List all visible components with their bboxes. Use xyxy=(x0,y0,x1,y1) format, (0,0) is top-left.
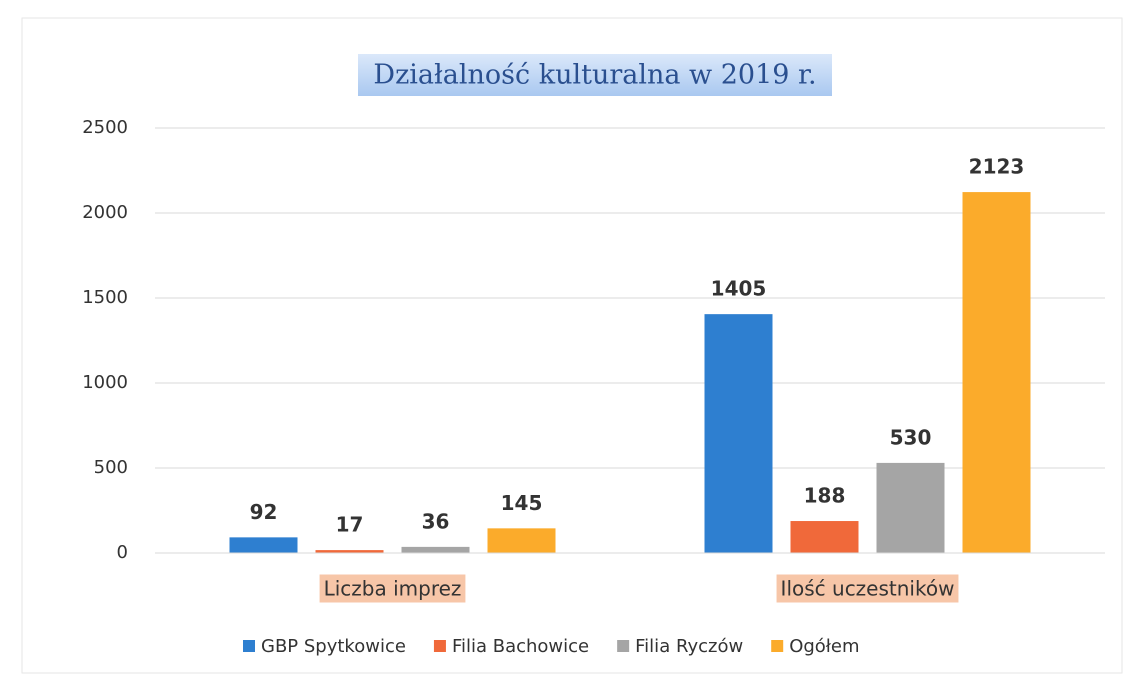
title-highlight xyxy=(358,54,832,96)
chart-frame xyxy=(21,17,1123,674)
legend-swatch xyxy=(243,640,255,652)
value-label: 2123 xyxy=(969,155,1025,179)
y-tick-label: 1000 xyxy=(82,372,128,393)
bar xyxy=(876,462,945,553)
bar xyxy=(229,537,298,553)
value-label: 92 xyxy=(250,500,278,524)
legend-swatch xyxy=(617,640,630,652)
bar xyxy=(315,550,384,553)
value-label: 145 xyxy=(501,491,543,515)
value-label: 17 xyxy=(336,513,364,537)
bar xyxy=(704,314,773,553)
legend-label: Filia Bachowice xyxy=(452,636,589,657)
chart-title: Działalność kulturalna w 2019 r. xyxy=(373,60,816,91)
category-highlight xyxy=(319,574,466,603)
bar xyxy=(401,546,470,553)
y-tick-label: 0 xyxy=(117,542,128,563)
value-label: 188 xyxy=(804,484,846,508)
legend-label: GBP Spytkowice xyxy=(261,636,406,657)
legend-swatch xyxy=(771,640,784,652)
legend-label: Filia Ryczów xyxy=(635,636,743,657)
legend-swatch xyxy=(433,640,446,652)
value-label: 36 xyxy=(422,509,450,533)
bar xyxy=(962,192,1031,553)
y-tick-label: 2000 xyxy=(82,202,128,223)
category-highlight xyxy=(776,574,959,603)
y-tick-label: 500 xyxy=(94,457,128,478)
x-tick-label: Liczba imprez xyxy=(324,577,462,601)
legend-label: Ogółem xyxy=(789,636,859,657)
x-tick-label: Ilość uczestników xyxy=(781,577,955,601)
bar xyxy=(790,521,859,553)
bar xyxy=(487,528,556,553)
value-label: 1405 xyxy=(711,277,767,301)
y-tick-label: 2500 xyxy=(82,117,128,138)
y-tick-label: 1500 xyxy=(82,287,128,308)
value-label: 530 xyxy=(890,425,932,449)
